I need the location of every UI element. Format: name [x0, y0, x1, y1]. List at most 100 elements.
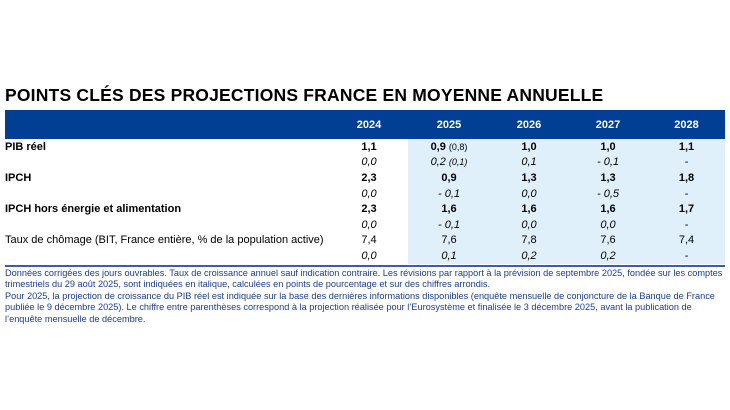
value-cell: 1,1: [648, 141, 725, 153]
value-cell: 1,7: [648, 203, 725, 215]
revision-row: 0,0 0,2 (0,1) 0,1 - 0,1 -: [5, 155, 725, 171]
value-cell: 7,6: [408, 234, 490, 246]
cell-text: 7,8: [521, 234, 537, 247]
row-label: IPCH: [5, 171, 32, 184]
table-row: PIB réel 1,1 0,9 (0,8) 1,0 1,0 1,1: [5, 139, 725, 155]
table-body: PIB réel 1,1 0,9 (0,8) 1,0 1,0 1,1 0,0 0,2 (0,1…: [5, 139, 725, 264]
cell-text: 0,2: [521, 249, 537, 262]
revision-cell: - 0,1: [568, 156, 648, 168]
value-cell: 1,3: [490, 172, 568, 184]
revision-cell: -: [648, 156, 725, 168]
revision-cell: - 0,1: [408, 219, 490, 231]
revision-cell: -: [648, 250, 725, 262]
cell-text: 1,6: [521, 203, 537, 216]
cell-text: 1,6: [600, 203, 616, 216]
revision-cell: 0,0: [330, 188, 408, 200]
cell-text: 0,1: [441, 249, 457, 262]
revision-cell: 0,1: [408, 250, 490, 262]
projections-table: 2024 2025 2026 2027 2028 PIB réel 1,1 0,9 …: [5, 110, 725, 267]
cell-text: 0,9: [441, 171, 457, 184]
bottom-rule: [5, 264, 725, 267]
revision-cell: 0,2 (0,1): [408, 156, 490, 168]
value-cell: 1,6: [408, 203, 490, 215]
value-cell: 1,6: [568, 203, 648, 215]
cell-text: 1,3: [521, 171, 537, 184]
cell-text: 0,2: [600, 249, 616, 262]
cell-text: 1,0: [600, 140, 616, 153]
cell-text: -: [684, 218, 689, 231]
row-label: IPCH hors énergie et alimentation: [5, 203, 182, 216]
value-cell: 7,8: [490, 234, 568, 246]
footnotes: Données corrigées des jours ouvrables. T…: [5, 268, 725, 325]
projection-shading: [408, 139, 725, 264]
cell-text: 1,7: [678, 203, 695, 216]
cell-text: 7,4: [361, 234, 377, 247]
cell-text: 1,0: [521, 140, 537, 153]
table-row: IPCH hors énergie et alimentation 2,3 1,6 1…: [5, 201, 725, 217]
value-cell: 1,0: [490, 141, 568, 153]
cell-text: 0,0: [521, 218, 537, 231]
value-cell: 0,9: [408, 172, 490, 184]
cell-text: 7,6: [600, 234, 616, 247]
cell-text: -: [684, 156, 689, 169]
row-label: PIB réel: [5, 140, 46, 153]
revision-row: 0,0 - 0,1 0,0 - 0,5 -: [5, 186, 725, 202]
revision-cell: - 0,1: [408, 188, 490, 200]
table-title: POINTS CLÉS DES PROJECTIONS FRANCE EN MO…: [5, 85, 604, 105]
cell-text: 0,0: [361, 156, 377, 169]
revision-cell: 0,0: [330, 156, 408, 168]
value-cell: 1,1: [330, 141, 408, 153]
header-year: 2026: [516, 119, 542, 131]
cell-text: 0,2: [430, 156, 446, 169]
cell-text: 1,1: [678, 140, 695, 153]
revision-cell: -: [648, 188, 725, 200]
cell-text: 7,4: [678, 234, 695, 247]
revision-cell: 0,0: [490, 219, 568, 231]
cell-text: - 0,1: [596, 156, 619, 169]
cell-text: 0,9: [430, 140, 446, 153]
cell-text: 7,6: [441, 234, 457, 247]
header-year: 2027: [595, 119, 621, 131]
eurosystem-note: (0,1): [448, 157, 468, 168]
header-year: 2028: [674, 119, 699, 131]
cell-text: -: [684, 249, 689, 262]
cell-text: 2,3: [361, 171, 377, 184]
value-cell: 0,9 (0,8): [408, 141, 490, 153]
cell-text: 1,6: [441, 203, 457, 216]
eurosystem-note: (0,8): [448, 141, 468, 152]
cell-text: 1,3: [600, 171, 616, 184]
cell-text: - 0,5: [596, 187, 619, 200]
revision-row: 0,0 - 0,1 0,0 0,0 -: [5, 217, 725, 233]
value-cell: 2,3: [330, 203, 408, 215]
header-year: 2024: [356, 119, 382, 131]
revision-row: 0,0 0,1 0,2 0,2 -: [5, 248, 725, 264]
cell-text: 0,0: [521, 187, 537, 200]
revision-cell: 0,2: [490, 250, 568, 262]
cell-text: 0,0: [361, 249, 377, 262]
cell-text: 0,0: [361, 218, 377, 231]
revision-cell: 0,0: [490, 188, 568, 200]
revision-cell: 0,0: [330, 219, 408, 231]
value-cell: 1,6: [490, 203, 568, 215]
cell-text: 1,8: [678, 171, 695, 184]
value-cell: 7,6: [568, 234, 648, 246]
value-cell: 1,0: [568, 141, 648, 153]
cell-text: 1,1: [361, 140, 377, 153]
revision-cell: - 0,5: [568, 188, 648, 200]
cell-text: 0,1: [521, 156, 537, 169]
table-row: Taux de chômage (BIT, France entière, % …: [5, 233, 725, 249]
revision-cell: 0,0: [330, 250, 408, 262]
revision-cell: -: [648, 219, 725, 231]
header-year: 2025: [436, 119, 462, 131]
value-cell: 1,8: [648, 172, 725, 184]
cell-text: - 0,1: [437, 218, 460, 231]
value-cell: 2,3: [330, 172, 408, 184]
value-cell: 7,4: [648, 234, 725, 246]
cell-text: 0,0: [361, 187, 377, 200]
table-row: IPCH 2,3 0,9 1,3 1,3 1,8: [5, 170, 725, 186]
value-cell: 7,4: [330, 234, 408, 246]
footnote: Pour 2025, la projection de croissance d…: [5, 290, 715, 324]
cell-text: - 0,1: [437, 187, 460, 200]
revision-cell: 0,0: [568, 219, 648, 231]
value-cell: 1,3: [568, 172, 648, 184]
